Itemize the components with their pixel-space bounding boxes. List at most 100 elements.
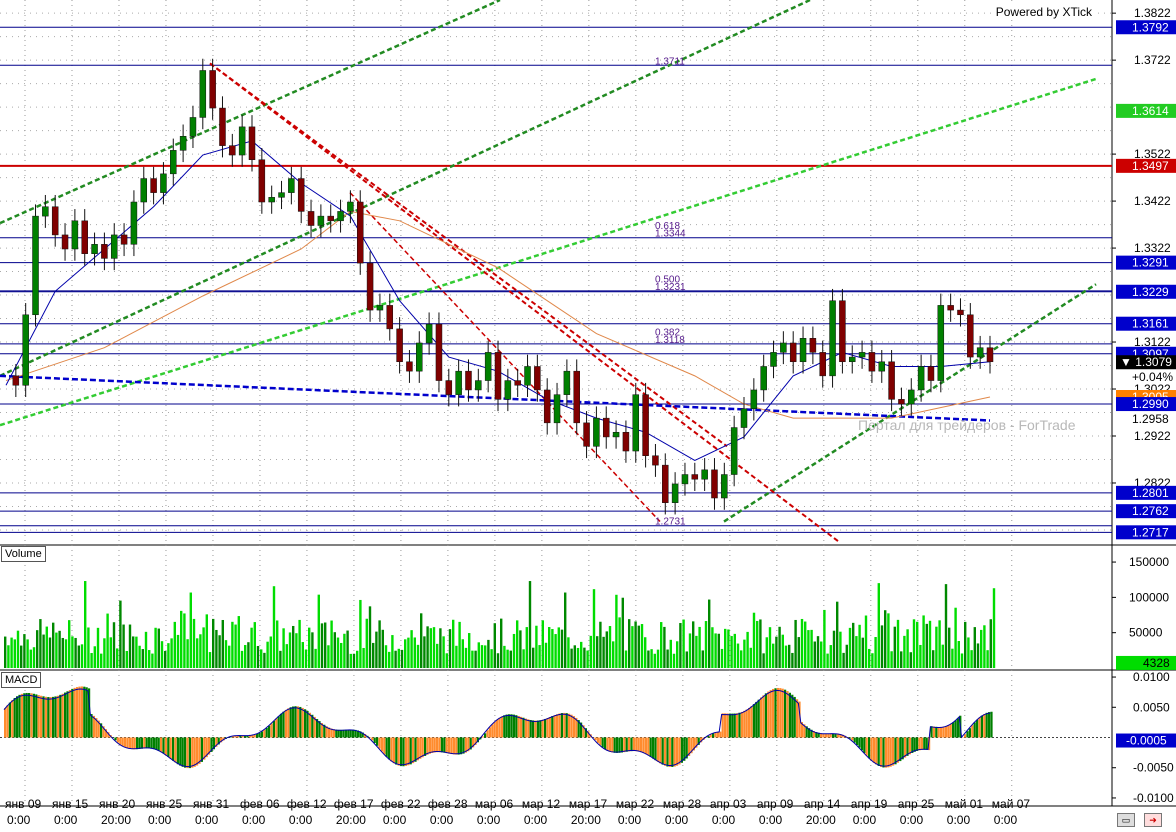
candle-body bbox=[13, 376, 19, 385]
macd-bar bbox=[64, 693, 66, 738]
macd-bar bbox=[762, 695, 764, 737]
candle-body bbox=[406, 362, 412, 371]
volume-bar bbox=[449, 629, 451, 668]
volume-bar bbox=[164, 651, 166, 668]
volume-bar bbox=[49, 638, 51, 668]
volume-bar bbox=[695, 636, 697, 668]
macd-bar bbox=[669, 738, 671, 767]
volume-bar bbox=[372, 643, 374, 668]
macd-bar bbox=[54, 696, 56, 737]
macd-bar bbox=[50, 697, 52, 737]
volume-bar bbox=[606, 631, 608, 668]
volume-bar bbox=[404, 639, 406, 668]
macd-bar bbox=[947, 725, 949, 737]
macd-bar bbox=[746, 710, 748, 738]
volume-bar bbox=[820, 642, 822, 668]
volume-bar bbox=[964, 622, 966, 668]
macd-bar bbox=[450, 738, 452, 755]
volume-bar bbox=[708, 600, 710, 668]
macd-bar bbox=[280, 714, 282, 738]
volume-bar bbox=[212, 619, 214, 668]
volume-bar bbox=[100, 654, 102, 668]
macd-bar bbox=[657, 738, 659, 762]
volume-bar bbox=[353, 654, 355, 668]
candle-body bbox=[967, 315, 973, 357]
time-label: 20:00 bbox=[806, 813, 836, 827]
macd-bar bbox=[938, 727, 940, 738]
macd-bar bbox=[933, 727, 935, 738]
volume-bar bbox=[916, 622, 918, 668]
volume-bar bbox=[932, 650, 934, 668]
macd-bar bbox=[525, 719, 527, 738]
macd-bar bbox=[429, 738, 431, 754]
macd-bar bbox=[9, 703, 11, 738]
candle-body bbox=[613, 432, 619, 437]
macd-bar bbox=[645, 738, 647, 755]
scroll-toggle-button[interactable]: ▭ bbox=[1117, 813, 1135, 827]
time-label: 0:00 bbox=[289, 813, 313, 827]
volume-bar bbox=[593, 589, 595, 668]
macd-bar bbox=[393, 738, 395, 764]
volume-bar bbox=[414, 637, 416, 668]
macd-bar bbox=[650, 738, 652, 757]
volume-bar bbox=[343, 634, 345, 668]
date-label: мар 22 bbox=[616, 797, 655, 811]
volume-bar bbox=[401, 650, 403, 668]
candle-body bbox=[908, 390, 914, 404]
volume-bar bbox=[366, 619, 368, 668]
volume-bar bbox=[849, 628, 851, 668]
macd-bar bbox=[664, 738, 666, 766]
macd-bar bbox=[549, 717, 551, 737]
macd-bar bbox=[777, 688, 779, 738]
candle-body bbox=[239, 127, 245, 155]
macd-bar bbox=[654, 738, 656, 761]
macd-bar bbox=[741, 712, 743, 738]
candle-body bbox=[377, 305, 383, 310]
volume-bar bbox=[225, 640, 227, 668]
macd-bar bbox=[400, 738, 402, 767]
macd-bar bbox=[678, 738, 680, 765]
macd-bar bbox=[966, 731, 968, 737]
volume-bar bbox=[769, 627, 771, 668]
exit-icon[interactable]: ➜ bbox=[1144, 813, 1162, 827]
time-label: 0:00 bbox=[994, 813, 1018, 827]
macd-bar bbox=[921, 738, 923, 750]
volume-bar bbox=[730, 636, 732, 668]
volume-bar bbox=[263, 653, 265, 668]
macd-bar bbox=[604, 738, 606, 750]
volume-bar bbox=[721, 649, 723, 668]
volume-bar bbox=[983, 625, 985, 668]
macd-bar bbox=[491, 724, 493, 737]
macd-bar bbox=[858, 738, 860, 748]
macd-bar bbox=[789, 693, 791, 738]
volume-bar bbox=[654, 654, 656, 668]
volume-bar bbox=[881, 625, 883, 668]
volume-bar bbox=[679, 623, 681, 668]
macd-bar bbox=[83, 687, 85, 738]
date-label: апр 19 bbox=[851, 797, 888, 811]
macd-bar bbox=[436, 738, 438, 753]
macd-bar bbox=[422, 738, 424, 758]
price-tag: 1.3497 bbox=[1132, 159, 1169, 173]
time-label: 0:00 bbox=[853, 813, 877, 827]
macd-bar bbox=[573, 716, 575, 737]
volume-bar bbox=[954, 608, 956, 668]
macd-bar bbox=[352, 730, 354, 738]
macd-bar bbox=[134, 738, 136, 750]
macd-bar bbox=[186, 738, 188, 769]
candle-body bbox=[672, 484, 678, 503]
macd-bar bbox=[261, 731, 263, 737]
volume-bar bbox=[663, 627, 665, 668]
macd-bar bbox=[974, 722, 976, 737]
macd-bar bbox=[786, 691, 788, 737]
candle-body bbox=[652, 456, 658, 465]
macd-bar bbox=[758, 700, 760, 738]
volume-bar bbox=[362, 648, 364, 668]
macd-bar bbox=[676, 738, 678, 766]
macd-bar bbox=[755, 702, 757, 738]
macd-bar bbox=[162, 738, 164, 754]
macd-bar bbox=[606, 738, 608, 751]
macd-bar bbox=[148, 738, 150, 749]
volume-bar bbox=[23, 634, 25, 668]
